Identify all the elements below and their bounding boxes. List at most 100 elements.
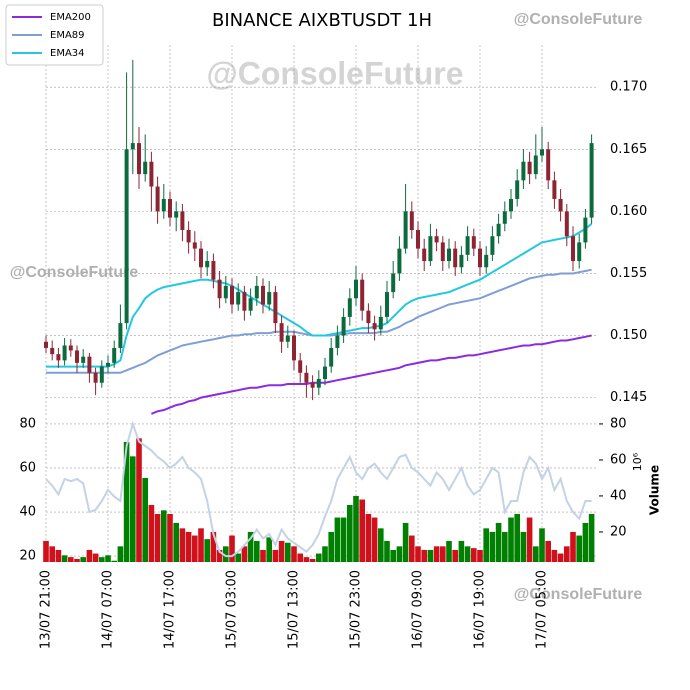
volume-bar [347, 504, 353, 562]
volume-bar [402, 522, 409, 562]
candle-body [279, 323, 284, 342]
candle-body [434, 236, 439, 243]
candle-body [285, 335, 290, 342]
y-tick-label: 0.155 [610, 266, 647, 281]
candle-body [93, 372, 98, 383]
volume-bar [167, 513, 173, 562]
candle-body [254, 285, 259, 299]
volume-bar [210, 531, 217, 562]
watermark: @ConsoleFuture [10, 264, 139, 281]
candle-body [490, 236, 495, 255]
candle-body [310, 382, 315, 388]
volume-bar [409, 535, 415, 562]
candle-body [583, 217, 588, 243]
y2-tick-label: 40 [610, 488, 627, 503]
candle-body [577, 242, 582, 262]
y-tick-label: 20 [19, 549, 36, 564]
y-tick-label: 0.165 [610, 142, 647, 157]
volume-bar [254, 540, 260, 562]
candle-body [174, 211, 179, 218]
candle-body [459, 254, 464, 268]
legend-label: EMA200 [50, 12, 91, 23]
volume-bar [371, 517, 378, 562]
volume-bar [241, 546, 248, 562]
candle-body [453, 248, 458, 268]
x-tick-label: 13/07 21:00 [39, 570, 54, 649]
x-tick-label: 14/07 17:00 [163, 570, 178, 649]
candle-body [502, 211, 507, 224]
candle-body [180, 211, 185, 230]
candle-body [416, 230, 420, 249]
volume-bar [334, 517, 341, 562]
watermark: @ConsoleFuture [207, 55, 464, 91]
candle-body [292, 335, 296, 361]
candle-body [360, 279, 365, 311]
volume-bar [272, 549, 279, 562]
x-tick-label: 16/07 19:00 [473, 570, 488, 649]
ema-line [151, 334, 592, 415]
volume-bar [260, 549, 266, 562]
candle-body [217, 279, 222, 299]
volume-bar [154, 513, 161, 562]
y2-axis-scale: 10⁶ [631, 452, 644, 471]
candle-body [304, 372, 309, 383]
candle-body [552, 180, 557, 199]
x-tick-label: 17/07 05:00 [535, 570, 550, 649]
volume-bar [229, 535, 235, 562]
volume-bar [55, 549, 62, 562]
volume-bar [365, 513, 372, 562]
volume-bar [309, 558, 316, 562]
volume-bar [192, 535, 198, 562]
candle-body [496, 223, 501, 237]
volume-bar [526, 517, 533, 562]
legend-label: EMA89 [50, 30, 85, 41]
candle-body [118, 323, 123, 348]
candle-body [509, 198, 513, 212]
volume-bar [68, 557, 74, 562]
candle-body [403, 211, 408, 249]
candle-body [149, 161, 154, 187]
candle-body [56, 354, 61, 361]
candle-body [428, 236, 433, 262]
volume-bar [508, 517, 514, 562]
candle-body [273, 292, 278, 324]
volume-bar [328, 531, 334, 562]
y2-tick-label: 80 [610, 416, 627, 431]
volume-bar [452, 549, 458, 562]
volume-bar [285, 542, 291, 562]
volume-bar [545, 540, 551, 562]
candle-body [124, 149, 129, 324]
y2-tick-label: 60 [610, 452, 627, 467]
candle-body [161, 198, 166, 212]
volume-bar [464, 546, 471, 562]
volume-bar [123, 441, 130, 562]
candle-body [130, 143, 135, 150]
chart-title: BINANCE AIXBTUSDT 1H [212, 10, 432, 31]
volume-bar [198, 528, 204, 562]
y-tick-label: 0.160 [610, 204, 647, 219]
volume-bar [440, 546, 446, 562]
volume-bar [557, 553, 564, 562]
volume-bar [340, 517, 347, 562]
candle-body [397, 248, 402, 274]
volume-bar [179, 528, 186, 562]
volume-bar [266, 537, 272, 562]
candle-body [186, 230, 191, 243]
candle-body [378, 316, 383, 330]
volume-bar [92, 553, 99, 562]
volume-bar [185, 531, 192, 562]
volume-bar [458, 540, 465, 562]
volume-bar [446, 540, 452, 562]
candle-body [99, 366, 104, 383]
candle-body [366, 310, 371, 324]
volume-bar [353, 495, 359, 562]
volume-bar [142, 477, 148, 562]
volume-bar [303, 557, 310, 562]
candle-body [471, 236, 476, 249]
volume-bar [297, 553, 303, 562]
candle-body [527, 161, 532, 175]
x-tick-label: 14/07 07:00 [101, 570, 116, 649]
volume-bar [570, 531, 576, 562]
volume-bar [477, 549, 483, 562]
candle-body [372, 323, 377, 330]
